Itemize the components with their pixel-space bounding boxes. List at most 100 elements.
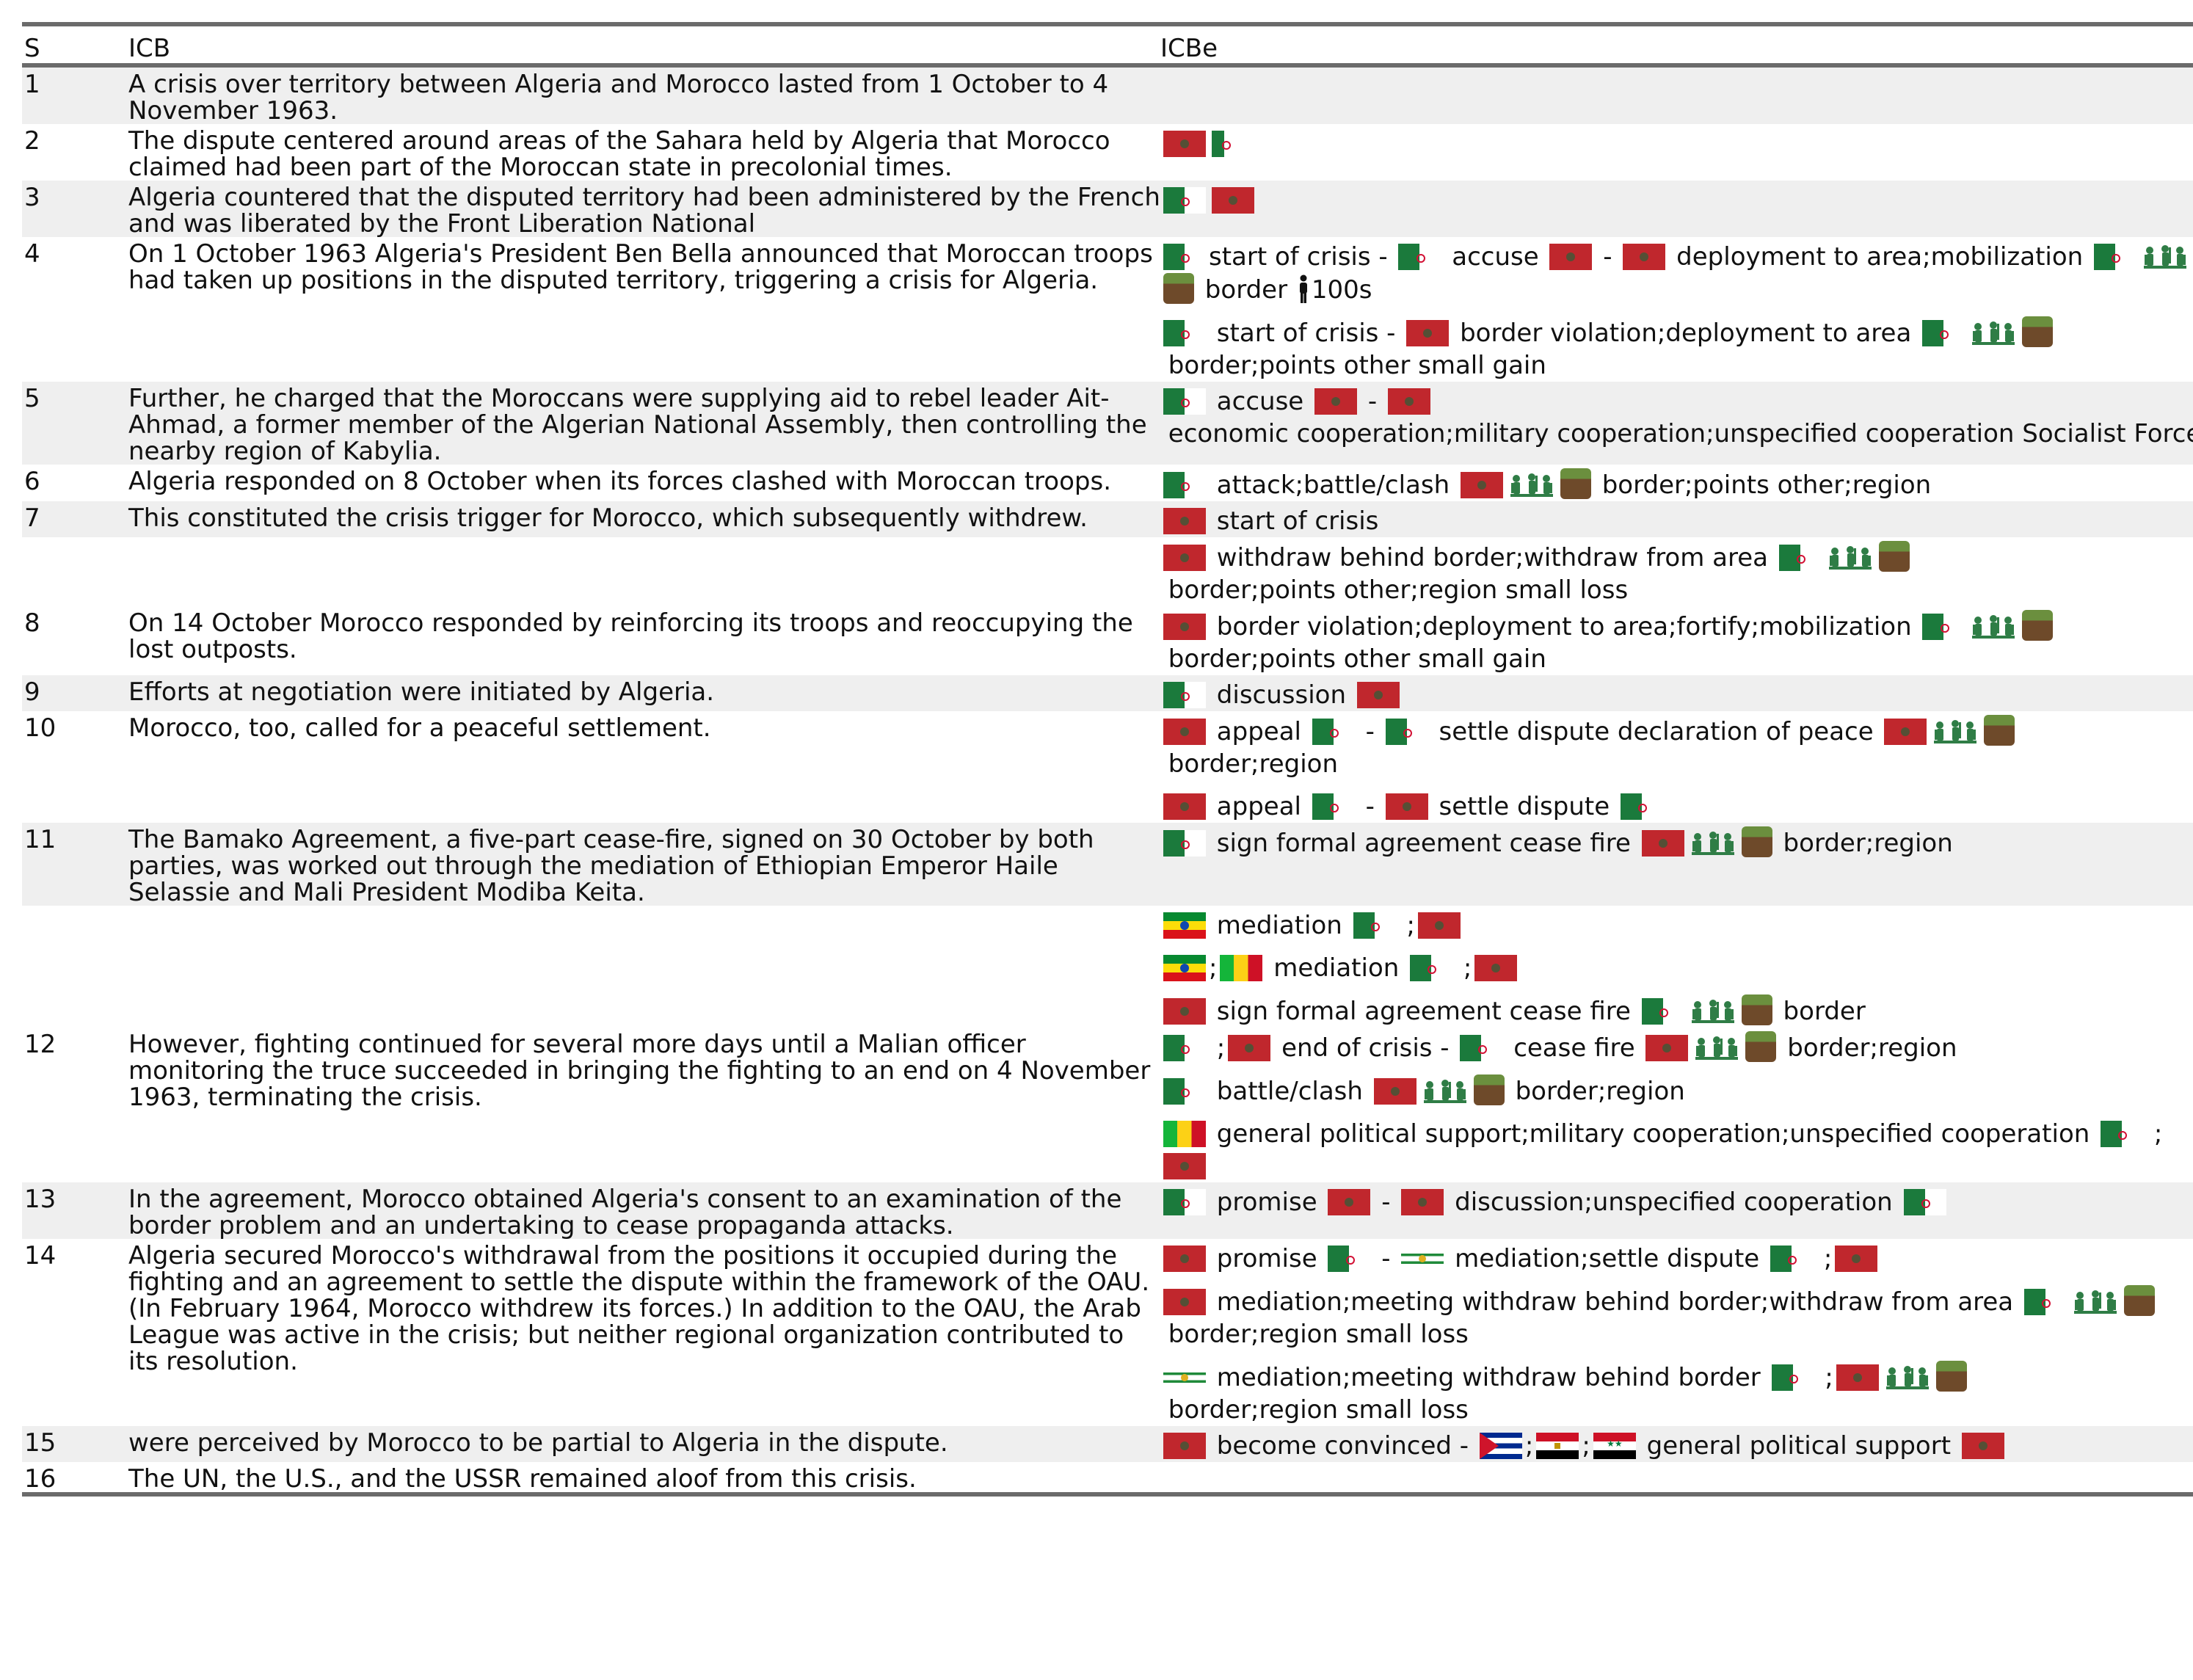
icb-sentence xyxy=(128,906,1160,1028)
event-text: mediation xyxy=(1209,911,1350,940)
event-text: ; xyxy=(1398,911,1415,940)
icbe-event: appeal - settle dispute declaration of p… xyxy=(1160,715,2193,780)
icbe-event: sign formal agreement cease fire border xyxy=(1160,994,2193,1028)
territory-land-icon xyxy=(1741,826,1772,857)
table-row: 14 Algeria secured Morocco's withdrawal f… xyxy=(22,1239,2193,1426)
algeria-flag-icon xyxy=(1163,682,1206,708)
event-text: border;region small loss xyxy=(1160,1320,1469,1349)
event-text: attack;battle/clash xyxy=(1209,470,1458,500)
sentence-number xyxy=(22,906,128,1028)
icbe-events: sign formal agreement cease fire border;… xyxy=(1160,823,2193,906)
event-text: ; xyxy=(1816,1244,1833,1273)
algeria-flag-icon xyxy=(1163,1035,1206,1061)
algeria-flag-icon xyxy=(1163,830,1206,857)
icbe-event: become convinced - ;; general political … xyxy=(1160,1430,2193,1462)
sentence-number: 16 xyxy=(24,1464,57,1494)
morocco-flag-icon xyxy=(1163,1289,1206,1315)
morocco-flag-icon xyxy=(1623,244,1666,270)
icbe-event: mediation ; xyxy=(1160,909,2193,942)
event-text: ; xyxy=(1455,953,1472,983)
territory-land-icon xyxy=(2123,1285,2155,1316)
syria-flag-icon xyxy=(1593,1433,1636,1459)
event-text: border;points other small gain xyxy=(1160,351,1546,380)
algeria-flag-icon xyxy=(1163,472,1206,498)
event-text: - xyxy=(1357,717,1383,746)
algeria-flag-icon xyxy=(1620,793,1663,820)
icbe-events: border violation;deployment to area;fort… xyxy=(1160,606,2193,675)
icbe-event: ; end of crisis - cease fire border;regi… xyxy=(1160,1031,2193,1064)
icbe-event: promise - discussion;unspecified coopera… xyxy=(1160,1186,2193,1218)
icb-sentence: A crisis over territory between Algeria … xyxy=(128,70,1109,126)
algeria-flag-icon xyxy=(1163,388,1206,415)
soldiers-icon xyxy=(1828,544,1873,572)
algeria-flag-icon xyxy=(1922,614,1965,640)
algeria-flag-icon xyxy=(1163,244,1206,270)
morocco-flag-icon xyxy=(1387,388,1430,415)
algeria-flag-icon xyxy=(1770,1246,1814,1272)
icbe-events: ; end of crisis - cease fire border;regi… xyxy=(1160,1028,2193,1182)
morocco-flag-icon xyxy=(1163,1246,1206,1272)
event-text: ; xyxy=(1582,1431,1590,1461)
event-text: border xyxy=(1197,275,1295,305)
sentence-number: 8 xyxy=(24,608,40,638)
soldiers-icon xyxy=(1885,1364,1930,1392)
event-text: start of crisis - xyxy=(1209,319,1404,348)
icb-sentence: were perceived by Morocco to be partial … xyxy=(128,1428,948,1458)
sentence-number: 10 xyxy=(24,713,57,743)
icb-sentence: On 1 October 1963 Algeria's President Be… xyxy=(128,239,1153,295)
header-icbe: ICBe xyxy=(1160,34,1218,63)
icbe-event: mediation;meeting withdraw behind border… xyxy=(1160,1285,2193,1350)
algeria-flag-icon xyxy=(2101,1121,2144,1147)
event-text: accuse xyxy=(1444,242,1547,272)
algeria-flag-icon xyxy=(1771,1364,1814,1391)
algeria-flag-icon xyxy=(1163,1078,1206,1105)
sentence-number: 7 xyxy=(24,503,40,533)
event-text: promise xyxy=(1209,1188,1325,1217)
table-body: 1 A crisis over territory between Algeria… xyxy=(22,68,2193,1492)
icbe-events: start of crisis - accuse - deployment to… xyxy=(1160,237,2193,382)
morocco-flag-icon xyxy=(1163,614,1206,640)
header-icb: ICB xyxy=(128,34,171,63)
event-text: ; xyxy=(1816,1363,1833,1392)
soldiers-icon xyxy=(2142,243,2188,271)
icb-sentence: Morocco, too, called for a peaceful sett… xyxy=(128,713,711,743)
morocco-flag-icon xyxy=(1474,955,1518,981)
event-text: mediation xyxy=(1265,953,1408,983)
table-row: 4 On 1 October 1963 Algeria's President B… xyxy=(22,237,2193,382)
territory-land-icon xyxy=(1560,468,1591,499)
event-text: border xyxy=(1775,997,1866,1026)
morocco-flag-icon xyxy=(1163,719,1206,745)
event-text: border;region xyxy=(1160,749,1339,779)
morocco-flag-icon xyxy=(1163,1153,1206,1179)
icbe-event: mediation;meeting withdraw behind border… xyxy=(1160,1361,2193,1426)
icbe-event: promise - mediation;settle dispute ; xyxy=(1160,1243,2193,1275)
icb-sentence: The UN, the U.S., and the USSR remained … xyxy=(128,1464,917,1494)
sentence-number: 14 xyxy=(24,1241,57,1270)
event-text: ; xyxy=(1209,953,1218,983)
morocco-flag-icon xyxy=(1163,793,1206,820)
icb-sentence: In the agreement, Morocco obtained Alger… xyxy=(128,1185,1122,1240)
table-row: 5 Further, he charged that the Moroccans … xyxy=(22,382,2193,465)
event-text: general political support;military coope… xyxy=(1209,1119,2098,1149)
table-row: 16 The UN, the U.S., and the USSR remaine… xyxy=(22,1462,2193,1492)
icbe-event xyxy=(1160,184,2193,217)
icb-sentence xyxy=(128,537,1160,606)
icb-sentence: This constituted the crisis trigger for … xyxy=(128,503,1088,533)
sentence-number: 15 xyxy=(24,1428,57,1458)
event-text: ; xyxy=(2146,1119,2163,1149)
event-text: ; xyxy=(1524,1431,1534,1461)
icbe-events: discussion xyxy=(1160,675,2193,711)
icbe-event: appeal - settle dispute xyxy=(1160,790,2193,823)
icbe-events: promise - mediation;settle dispute ; med… xyxy=(1160,1239,2193,1426)
algeria-flag-icon xyxy=(1641,998,1684,1025)
event-text: become convinced - xyxy=(1209,1431,1477,1461)
event-text: border violation;deployment to area;fort… xyxy=(1209,612,1920,641)
algeria-flag-icon xyxy=(2094,244,2137,270)
event-text: battle/clash xyxy=(1209,1077,1371,1106)
icbe-events: attack;battle/clash border;points other;… xyxy=(1160,465,2193,501)
icbe-event: start of crisis - border violation;deplo… xyxy=(1160,316,2193,382)
sentence-number: 12 xyxy=(24,1030,57,1059)
territory-land-icon xyxy=(1984,715,2015,746)
algeria-flag-icon xyxy=(1312,793,1355,820)
event-text: border violation;deployment to area xyxy=(1452,319,1920,348)
